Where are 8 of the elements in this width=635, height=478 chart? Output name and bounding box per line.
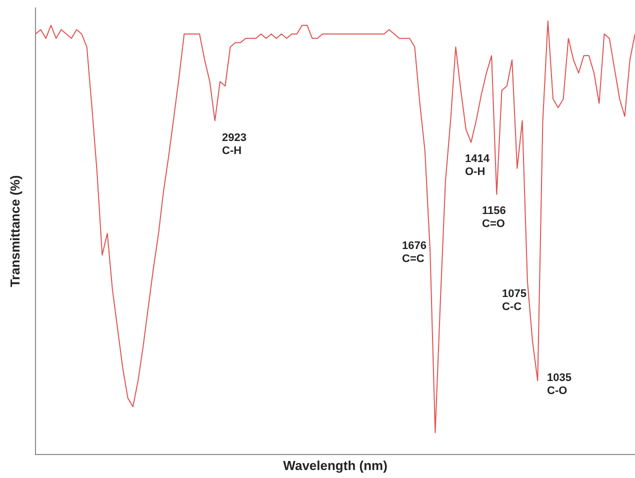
annotation: 1035 C-O: [547, 372, 572, 398]
annotation: 1075 C-C: [502, 288, 526, 314]
x-axis-title: Wavelength (nm): [283, 458, 388, 473]
annotation: 1414 O-H: [465, 153, 490, 179]
y-axis-title: Transmittance (%): [7, 175, 22, 288]
annotation: 1156 C=O: [482, 205, 506, 231]
annotation: 2923 C-H: [222, 132, 246, 158]
annotation: 1676 C=C: [402, 240, 426, 266]
